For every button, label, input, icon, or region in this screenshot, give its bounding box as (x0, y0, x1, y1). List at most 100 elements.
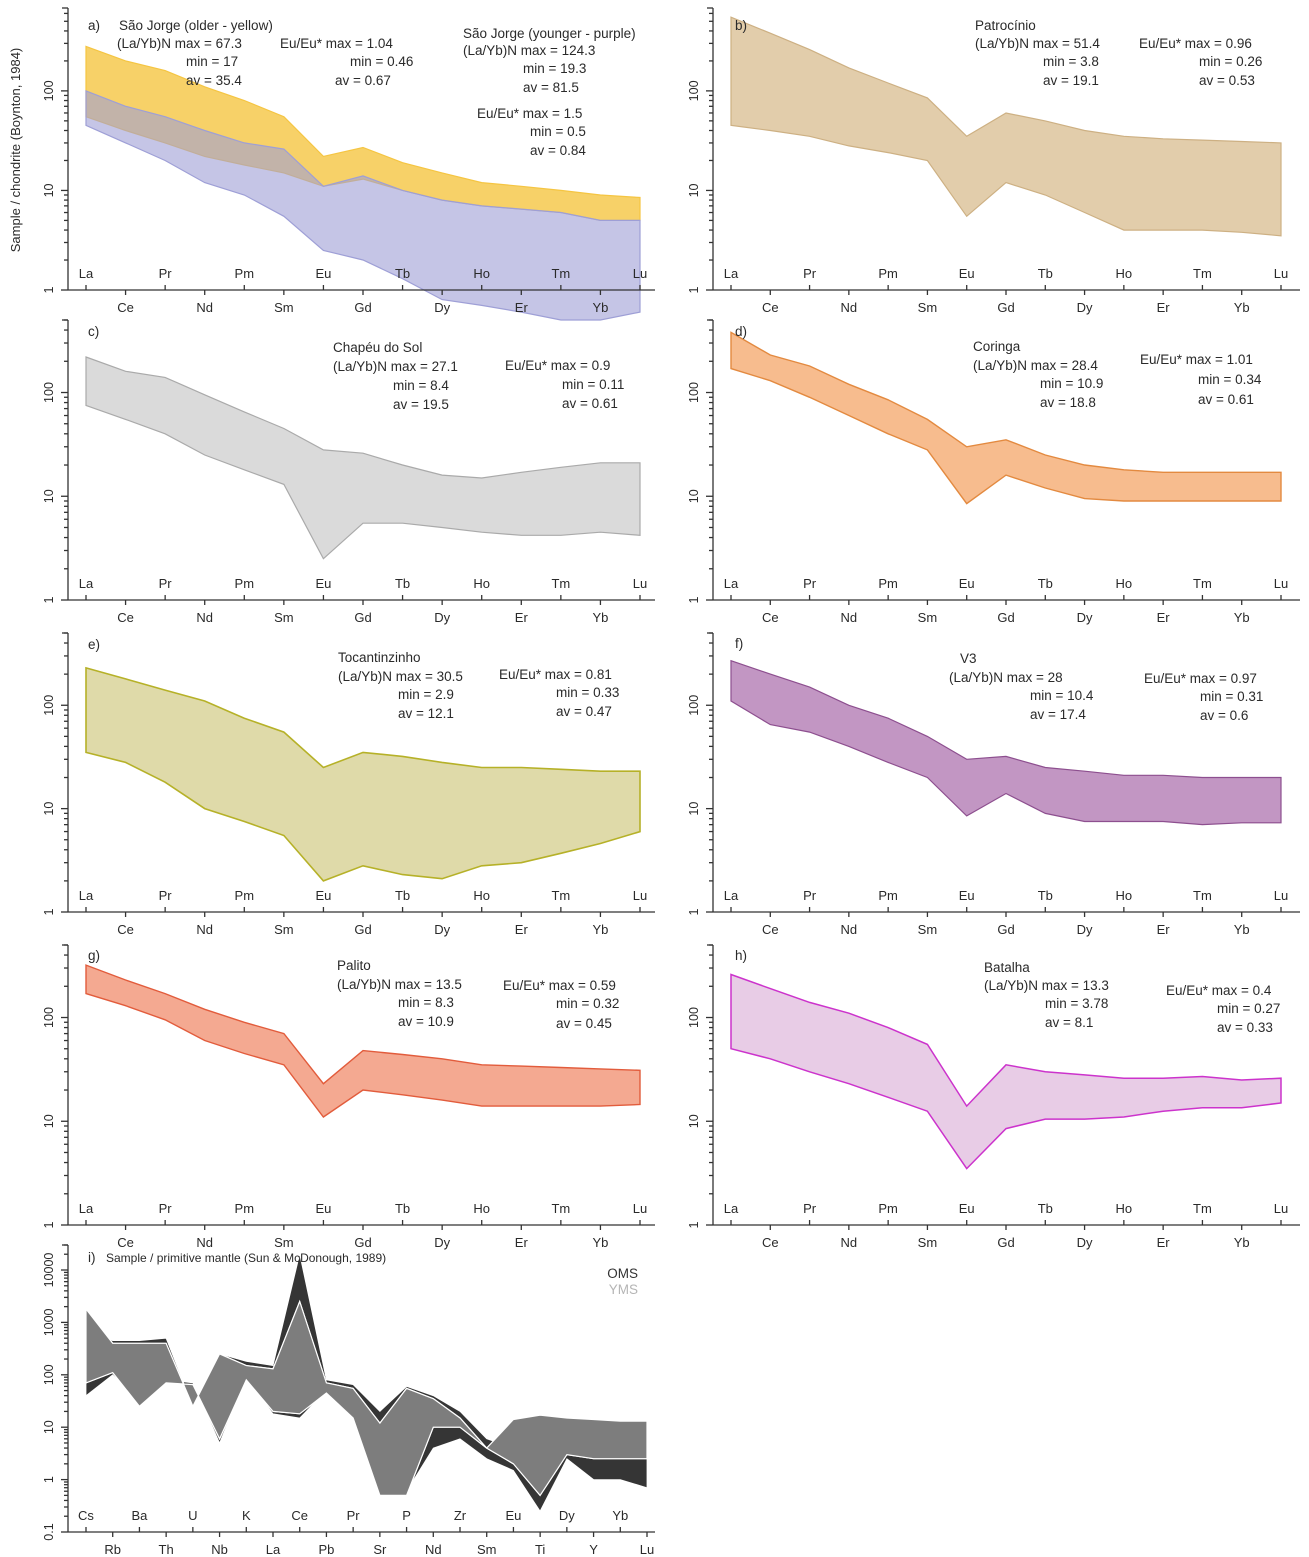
x-tick-label: Nd (196, 300, 213, 315)
x-tick-label: La (266, 1542, 281, 1557)
x-tick-label: Sm (918, 610, 938, 625)
y-tick-label: 100 (687, 695, 701, 716)
x-tick-label: Tm (1193, 576, 1212, 591)
annotation-text: min = 10.4 (1030, 688, 1094, 703)
x-tick-label: Ba (131, 1508, 148, 1523)
x-tick-label: Er (515, 300, 529, 315)
x-tick-label: La (724, 266, 739, 281)
x-tick-label: Er (1157, 922, 1171, 937)
annotation-text: (La/Yb)N max = 124.3 (463, 43, 595, 58)
x-tick-label: Lu (633, 1201, 647, 1216)
y-tick-label: 100 (42, 382, 56, 403)
y-tick-label: 100 (687, 80, 701, 101)
annotation-text: av = 0.84 (530, 143, 586, 158)
series-area-batalha (730, 973, 1282, 1170)
x-tick-label: Eu (959, 266, 975, 281)
x-tick-label: Er (515, 1235, 529, 1250)
x-tick-label: Sm (274, 1235, 294, 1250)
x-tick-label: Er (1157, 1235, 1171, 1250)
x-tick-label: Nb (211, 1542, 228, 1557)
x-tick-label: Pm (235, 266, 255, 281)
x-tick-label: Pr (803, 1201, 817, 1216)
x-tick-label: Dy (559, 1508, 575, 1523)
annotation-text: Chapéu do Sol (333, 340, 422, 355)
x-tick-label: Ce (762, 610, 779, 625)
x-tick-label: Tb (395, 1201, 410, 1216)
x-tick-label: Pr (347, 1508, 361, 1523)
x-tick-label: Yb (592, 922, 608, 937)
x-tick-label: Lu (1274, 576, 1288, 591)
x-tick-label: Yb (592, 1235, 608, 1250)
annotation-text: min = 0.31 (1200, 689, 1263, 704)
x-tick-label: Er (515, 922, 529, 937)
annotation-text: min = 0.11 (562, 377, 624, 392)
x-tick-label: Tb (1038, 1201, 1053, 1216)
x-tick-label: Lu (640, 1542, 654, 1557)
x-tick-label: Lu (633, 576, 647, 591)
y-tick-label: 100 (687, 1007, 701, 1028)
x-tick-label: Ce (762, 922, 779, 937)
series-area-tocantinzinho (85, 666, 641, 882)
x-tick-label: Er (1157, 610, 1171, 625)
annotation-text: (La/Yb)N max = 28 (949, 670, 1063, 685)
x-tick-label: Ho (1116, 266, 1133, 281)
annotation-text: av = 0.6 (1200, 708, 1248, 723)
annotation-text: Eu/Eu* max = 1.01 (1140, 352, 1253, 367)
x-tick-label: Eu (505, 1508, 521, 1523)
annotation-text: min = 0.5 (530, 124, 586, 139)
y-tick-label: 1 (687, 286, 701, 293)
y-tick-label: 1000 (42, 1308, 56, 1336)
y-tick-label: 10000 (42, 1253, 56, 1288)
y-tick-label: 1 (687, 908, 701, 915)
y-tick-label: 1 (42, 286, 56, 293)
annotation-text: (La/Yb)N max = 28.4 (973, 358, 1098, 373)
annotation-text: min = 19.3 (523, 61, 586, 76)
annotation-text: c) (88, 324, 99, 339)
annotation-text: min = 0.33 (556, 685, 619, 700)
y-tick-label: 10 (42, 802, 56, 816)
annotation-text: e) (88, 637, 100, 652)
x-tick-label: Nd (196, 610, 213, 625)
x-tick-label: Sr (373, 1542, 387, 1557)
y-tick-label: 100 (42, 1364, 56, 1385)
x-tick-label: Gd (354, 300, 371, 315)
x-tick-label: Eu (315, 1201, 331, 1216)
panel-label: i) (88, 1250, 96, 1265)
x-tick-label: Sm (918, 922, 938, 937)
y-tick-label: 1 (42, 1221, 56, 1228)
x-tick-label: Ce (291, 1508, 308, 1523)
annotation-text: min = 0.26 (1199, 54, 1262, 69)
x-tick-label: Nd (841, 1235, 858, 1250)
annotation-text: av = 17.4 (1030, 707, 1086, 722)
y-tick-label: 100 (687, 382, 701, 403)
x-tick-label: Tb (395, 888, 410, 903)
panel-title: Sample / primitive mantle (Sun & McDonou… (106, 1251, 386, 1265)
y-tick-label: 10 (42, 1114, 56, 1128)
annotation-text: av = 19.1 (1043, 73, 1099, 88)
y-tick-label: 100 (42, 80, 56, 101)
x-tick-label: Pm (235, 576, 255, 591)
y-tick-label: 10 (687, 802, 701, 816)
x-tick-label: Eu (315, 266, 331, 281)
annotation-text: av = 0.33 (1217, 1020, 1273, 1035)
x-tick-label: Pb (318, 1542, 334, 1557)
x-tick-label: Ho (1116, 888, 1133, 903)
annotation-text: av = 12.1 (398, 706, 454, 721)
annotation-text: av = 8.1 (1045, 1015, 1093, 1030)
x-tick-label: Nd (196, 1235, 213, 1250)
annotation-text: Batalha (984, 960, 1030, 975)
annotation-text: Eu/Eu* max = 0.59 (503, 978, 616, 993)
x-tick-label: Er (515, 610, 529, 625)
annotation-text: (La/Yb)N max = 30.5 (338, 669, 463, 684)
x-tick-label: Lu (633, 888, 647, 903)
x-tick-label: Cs (78, 1508, 94, 1523)
x-tick-label: Tb (395, 266, 410, 281)
annotation-text: h) (735, 948, 747, 963)
panel-h: 1 10 100 La Ce Pr Nd Pm Sm Eu Gd Tb Dy Ho Er Tm Yb Lu h) Ba… (687, 944, 1300, 1250)
x-tick-label: Tb (1038, 266, 1053, 281)
x-tick-label: Sm (274, 300, 294, 315)
x-tick-label: Ce (117, 922, 134, 937)
annotation-text: av = 0.47 (556, 704, 612, 719)
series-area-palito (85, 964, 641, 1118)
annotation-text: (La/Yb)N max = 27.1 (333, 359, 458, 374)
